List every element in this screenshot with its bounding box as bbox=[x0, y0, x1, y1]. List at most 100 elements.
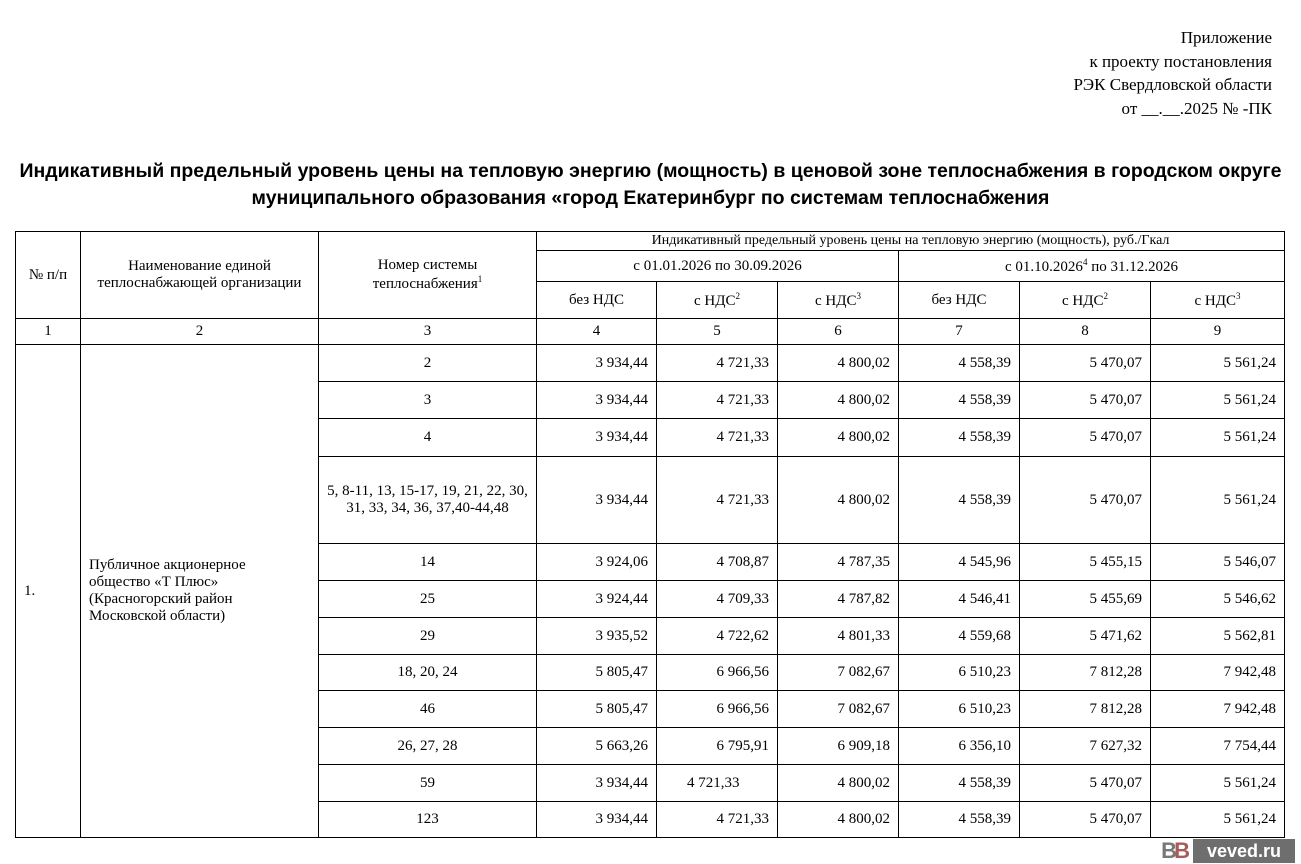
appendix-date-line: от __.__.2025 № -ПК bbox=[1121, 98, 1272, 118]
price-cell: 3 924,06 bbox=[536, 543, 657, 581]
vat-label: с НДС bbox=[694, 292, 736, 309]
price-cell: 5 562,81 bbox=[1150, 617, 1285, 655]
column-number: 6 bbox=[777, 318, 899, 345]
vat-label: без НДС bbox=[568, 291, 625, 308]
header-num: № п/п bbox=[15, 231, 81, 319]
system-number: 3 bbox=[318, 381, 537, 419]
price-cell: 5 470,07 bbox=[1019, 381, 1151, 419]
system-number: 59 bbox=[318, 764, 537, 802]
header-vat-1: без НДС bbox=[536, 281, 657, 319]
header-row: № п/п Наименование единой теплоснабжающе… bbox=[15, 231, 1285, 319]
table-row: 25 3 924,44 4 709,33 4 787,82 4 546,41 5 455,… bbox=[16, 580, 1285, 618]
price-cell: 4 787,35 bbox=[777, 543, 899, 581]
price-cell: 7 942,48 bbox=[1150, 654, 1285, 691]
table-row: 26, 27, 28 5 663,26 6 795,91 6 909,18 6 356,… bbox=[16, 727, 1285, 765]
price-cell: 4 800,02 bbox=[777, 344, 899, 382]
price-cell: 5 561,24 bbox=[1150, 801, 1285, 838]
table-row: 123 3 934,44 4 721,33 4 800,02 4 558,39 5 470… bbox=[16, 801, 1285, 838]
column-number: 3 bbox=[318, 318, 537, 345]
system-number: 26, 27, 28 bbox=[318, 727, 537, 765]
price-cell: 4 787,82 bbox=[777, 580, 899, 618]
period-start: с 01.10.2026 bbox=[1005, 258, 1083, 275]
price-cell: 4 558,39 bbox=[898, 381, 1020, 419]
price-cell: 4 558,39 bbox=[898, 456, 1020, 544]
header-org: Наименование единой теплоснабжающей орга… bbox=[80, 231, 319, 319]
table-row: 46 5 805,47 6 966,56 7 082,67 6 510,23 7 812,… bbox=[16, 690, 1285, 728]
document-title: Индикативный предельный уровень цены на … bbox=[19, 160, 1282, 209]
price-cell: 4 558,39 bbox=[898, 344, 1020, 382]
price-cell: 5 805,47 bbox=[536, 654, 657, 691]
row-number: 1. bbox=[15, 344, 81, 838]
price-cell: 6 510,23 bbox=[898, 690, 1020, 728]
system-number: 2 bbox=[318, 344, 537, 382]
price-cell: 5 470,07 bbox=[1019, 801, 1151, 838]
table-row: 1. Публичное акционерное общество «Т Плюс… bbox=[15, 344, 1285, 838]
price-cell: 4 800,02 bbox=[777, 764, 899, 802]
price-cell: 5 663,26 bbox=[536, 727, 657, 765]
header-system: Номер системы теплоснабжения1 bbox=[318, 231, 537, 319]
header-vat-4: без НДС bbox=[898, 281, 1020, 319]
price-cell: 3 934,44 bbox=[536, 801, 657, 838]
vat-label: с НДС bbox=[815, 292, 857, 309]
price-cell: 5 455,69 bbox=[1019, 580, 1151, 618]
price-cell: 4 800,02 bbox=[777, 456, 899, 544]
column-number: 4 bbox=[536, 318, 657, 345]
vat-label: с НДС bbox=[1062, 292, 1104, 309]
price-cell: 4 721,33 bbox=[656, 344, 778, 382]
price-cell: 4 800,02 bbox=[777, 381, 899, 419]
price-cell: 3 934,44 bbox=[536, 456, 657, 544]
system-number: 29 bbox=[318, 617, 537, 655]
price-cell: 5 561,24 bbox=[1150, 381, 1285, 419]
price-cell: 5 546,62 bbox=[1150, 580, 1285, 618]
price-cell: 5 470,07 bbox=[1019, 456, 1151, 544]
appendix-line: РЭК Свердловской области bbox=[1073, 75, 1272, 94]
header-price: Индикативный предельный уровень цены на … bbox=[536, 231, 1285, 251]
price-cell: 4 800,02 bbox=[777, 801, 899, 838]
price-cell: 4 722,62 bbox=[656, 617, 778, 655]
price-cell: 6 795,91 bbox=[656, 727, 778, 765]
header-vat-5: с НДС2 bbox=[1019, 281, 1151, 319]
table-row: 29 3 935,52 4 722,62 4 801,33 4 559,68 5 471,… bbox=[16, 617, 1285, 655]
price-cell: 3 934,44 bbox=[536, 418, 657, 457]
footnote-mark: 1 bbox=[477, 274, 483, 284]
system-number: 5, 8-11, 13, 15-17, 19, 21, 22, 30, 31, … bbox=[318, 456, 537, 544]
price-cell: 6 966,56 bbox=[656, 654, 778, 691]
footnote-mark: 3 bbox=[856, 290, 861, 301]
price-cell: 5 561,24 bbox=[1150, 344, 1285, 382]
header-period-row: с 01.01.2026 по 30.09.2026 с 01.10.20264… bbox=[16, 250, 1285, 282]
price-cell: 4 709,33 bbox=[656, 580, 778, 618]
price-cell: 4 545,96 bbox=[898, 543, 1020, 581]
column-number: 2 bbox=[80, 318, 319, 345]
price-cell: 4 559,68 bbox=[898, 617, 1020, 655]
header-vat-row: без НДС с НДС2 с НДС3 без НДС с НДС2 с НДС3 bbox=[16, 281, 1285, 319]
header-vat-6: с НДС3 bbox=[1150, 281, 1285, 319]
price-cell: 3 935,52 bbox=[536, 617, 657, 655]
header-vat-2: с НДС2 bbox=[656, 281, 778, 319]
price-cell: 4 721,33 bbox=[656, 764, 778, 802]
price-cell: 7 754,44 bbox=[1150, 727, 1285, 765]
price-cell: 4 721,33 bbox=[656, 801, 778, 838]
footnote-mark: 3 bbox=[1235, 290, 1241, 301]
price-cell: 5 470,07 bbox=[1019, 764, 1151, 802]
price-cell: 7 812,28 bbox=[1019, 654, 1151, 691]
price-table: № п/п Наименование единой теплоснабжающе… bbox=[15, 231, 1285, 838]
watermark: BB veved.ru bbox=[1161, 839, 1295, 863]
price-cell: 4 721,33 bbox=[656, 456, 778, 544]
footnote-mark: 4 bbox=[1082, 256, 1088, 267]
price-cell: 7 082,67 bbox=[777, 690, 899, 728]
price-cell: 7 812,28 bbox=[1019, 690, 1151, 728]
period-end: по 31.12.2026 bbox=[1087, 258, 1178, 275]
price-cell: 5 561,24 bbox=[1150, 456, 1285, 544]
appendix-line: Приложение bbox=[1180, 28, 1272, 47]
price-cell: 4 558,39 bbox=[898, 418, 1020, 457]
vat-label: без НДС bbox=[931, 291, 987, 308]
price-cell: 4 800,02 bbox=[777, 418, 899, 457]
watermark-site: veved.ru bbox=[1192, 839, 1295, 863]
header-system-text: Номер системы теплоснабжения bbox=[372, 257, 478, 292]
system-number: 123 bbox=[318, 801, 537, 838]
price-cell: 4 558,39 bbox=[898, 764, 1020, 802]
price-cell: 5 805,47 bbox=[536, 690, 657, 728]
price-cell: 5 546,07 bbox=[1150, 543, 1285, 581]
price-cell: 5 561,24 bbox=[1150, 418, 1285, 457]
